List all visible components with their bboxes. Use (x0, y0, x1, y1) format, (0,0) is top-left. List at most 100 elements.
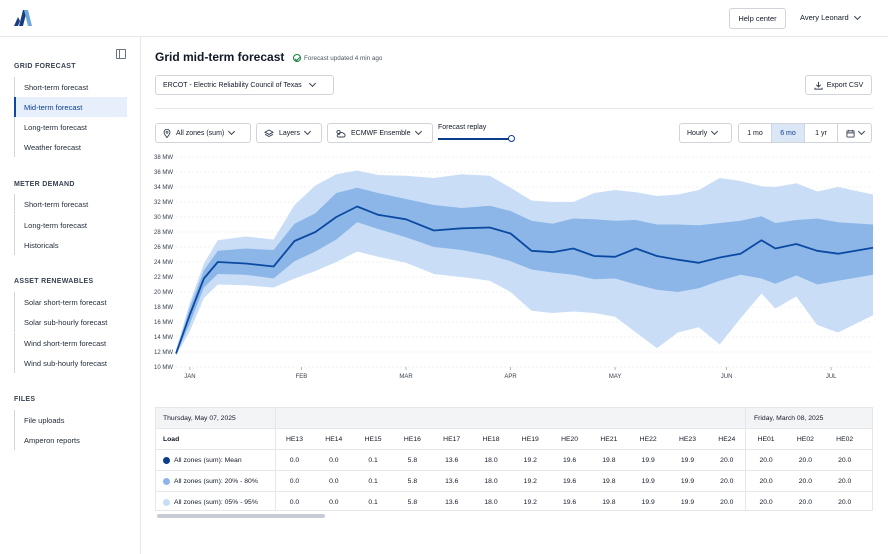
sidebar-item-grid-mid-term[interactable]: Mid-term forecast (14, 97, 127, 117)
sidebar-item-amperon-reports[interactable]: Amperon reports (14, 430, 127, 450)
model-select[interactable]: ECMWF Ensemble (327, 123, 433, 143)
user-menu[interactable]: Avery Leonard (800, 12, 861, 22)
sidebar-item-grid-short-term[interactable]: Short-term forecast (14, 77, 127, 97)
table-hour-header: HE24 (718, 435, 736, 443)
table-cell: 19.8 (602, 498, 616, 506)
table-cell: 0.0 (289, 498, 300, 506)
sidebar-item-wind-short-term[interactable]: Wind short-term forecast (14, 333, 127, 353)
table-row-label: All zones (sum): Mean (163, 450, 278, 470)
table-cell: 20.0 (798, 456, 812, 464)
table-hour-header: HE23 (678, 435, 696, 443)
chevron-down-icon (308, 79, 316, 88)
x-tick-label: JAN (184, 374, 195, 380)
table-cell: 0.1 (368, 456, 378, 464)
table-cell: 0.0 (329, 456, 339, 464)
x-tick-label: APR (504, 374, 517, 380)
range-6-mo-button[interactable]: 6 mo (772, 124, 805, 142)
table-day-divider (745, 408, 746, 510)
table-cell: 19.6 (562, 456, 577, 464)
sidebar-item-historicals[interactable]: Historicals (14, 235, 127, 255)
row-label-text: All zones (sum): 05% - 95% (174, 498, 258, 506)
y-tick-label: 20 MW (154, 290, 173, 296)
range-1-mo-button[interactable]: 1 mo (739, 124, 772, 142)
table-row: All zones (sum): Mean 0.0 0.0 0.1 5.8 13.6 18… (156, 450, 872, 471)
table-cell: 5.8 (407, 456, 418, 464)
chart-bands (175, 170, 874, 356)
table-cell: 0.0 (329, 498, 339, 506)
zones-select[interactable]: All zones (sum) (155, 123, 251, 143)
table-cell: 19.9 (680, 456, 695, 464)
table-hour-header: HE16 (403, 435, 421, 443)
chevron-down-icon (228, 127, 236, 136)
calendar-icon (845, 129, 855, 138)
y-tick-label: 24 MW (154, 260, 173, 266)
granularity-select[interactable]: Hourly (679, 123, 732, 143)
forecast-replay-slider[interactable] (438, 138, 512, 140)
section-title-asset-renewables: ASSET RENEWABLES (14, 278, 94, 285)
help-center-button[interactable]: Help center (729, 8, 786, 29)
table-horizontal-scrollbar[interactable] (157, 514, 325, 518)
region-select-value: ERCOT - Electric Reliability Council of … (163, 81, 302, 89)
y-tick-label: 12 MW (154, 350, 173, 356)
table-hour-header: HE13 (285, 435, 303, 443)
row-label-text: All zones (sum): 20% - 80% (174, 477, 258, 485)
region-select[interactable]: ERCOT - Electric Reliability Council of … (155, 75, 334, 95)
date-picker-button[interactable] (838, 124, 871, 142)
y-tick-label: 38 MW (154, 155, 173, 161)
table-load-header: Load (163, 435, 180, 443)
forecast-replay-handle[interactable] (508, 135, 515, 142)
sidebar-item-solar-sub-hourly[interactable]: Solar sub-hourly forecast (14, 312, 127, 332)
table-cell: 19.9 (641, 498, 655, 506)
sidebar-item-weather-forecast[interactable]: Weather forecast (14, 137, 127, 157)
sidebar-item-wind-sub-hourly[interactable]: Wind sub-hourly forecast (14, 353, 127, 373)
table-cell: 18.0 (484, 498, 498, 506)
forecast-table: Thursday, May 07, 2025 Friday, March 08,… (155, 407, 873, 511)
collapse-sidebar-icon[interactable] (116, 49, 126, 59)
y-tick-label: 34 MW (154, 185, 173, 191)
table-cell: 19.9 (680, 477, 695, 485)
table-hour-header: HE22 (639, 435, 657, 443)
layers-select[interactable]: Layers (256, 123, 322, 143)
y-tick-label: 14 MW (154, 335, 173, 341)
table-hour-header: HE02 (796, 435, 814, 443)
sidebar-item-grid-long-term[interactable]: Long-term forecast (14, 117, 127, 137)
table-cell: 19.8 (602, 456, 616, 464)
table-date-row: Thursday, May 07, 2025 Friday, March 08,… (156, 408, 872, 429)
zones-select-value: All zones (sum) (176, 129, 225, 137)
table-cell: 20.0 (720, 477, 734, 485)
sidebar-item-solar-short-term[interactable]: Solar short-term forecast (14, 292, 127, 312)
table-date-right: Friday, March 08, 2025 (754, 414, 824, 422)
y-tick-label: 30 MW (154, 215, 173, 221)
location-pin-icon (163, 128, 171, 138)
y-tick-label: 22 MW (154, 275, 173, 281)
table-cell: 18.0 (484, 477, 498, 485)
page-title: Grid mid-term forecast (155, 50, 285, 64)
sidebar-item-file-uploads[interactable]: File uploads (14, 410, 127, 430)
table-hour-header: HE01 (757, 435, 775, 443)
model-select-value: ECMWF Ensemble (351, 129, 411, 137)
table-hour-header: HE02 (836, 435, 854, 443)
table-cell: 19.2 (523, 477, 537, 485)
chevron-down-icon (711, 127, 719, 136)
table-cell: 19.9 (680, 498, 695, 506)
table-cell: 18.0 (484, 456, 498, 464)
sidebar-item-meter-long-term[interactable]: Long-term forecast (14, 215, 127, 235)
series-color-dot (163, 477, 170, 485)
range-1-yr-button[interactable]: 1 yr (805, 124, 838, 142)
y-tick-label: 16 MW (154, 320, 173, 326)
check-circle-icon (293, 54, 301, 62)
forecast-chart[interactable]: 38 MW 36 MW 34 MW 32 MW 30 MW 28 MW 26 MW 24 MW… (145, 150, 880, 385)
table-hour-header: HE21 (600, 435, 618, 443)
export-csv-button[interactable]: Export CSV (805, 75, 872, 95)
table-row: All zones (sum): 20% - 80% 0.0 0.0 0.1 5.8 1… (156, 471, 872, 492)
table-cell: 20.0 (720, 456, 734, 464)
sidebar-item-meter-short-term[interactable]: Short-term forecast (14, 194, 127, 214)
table-cell: 13.6 (445, 456, 459, 464)
brand-logo-icon[interactable] (13, 9, 33, 27)
table-hour-header: HE17 (443, 435, 461, 443)
y-tick-label: 32 MW (154, 200, 173, 206)
table-hour-header: HE20 (561, 435, 579, 443)
table-hour-header: HE15 (364, 435, 382, 443)
section-title-files: FILES (14, 396, 36, 403)
table-cell: 0.0 (329, 477, 339, 485)
